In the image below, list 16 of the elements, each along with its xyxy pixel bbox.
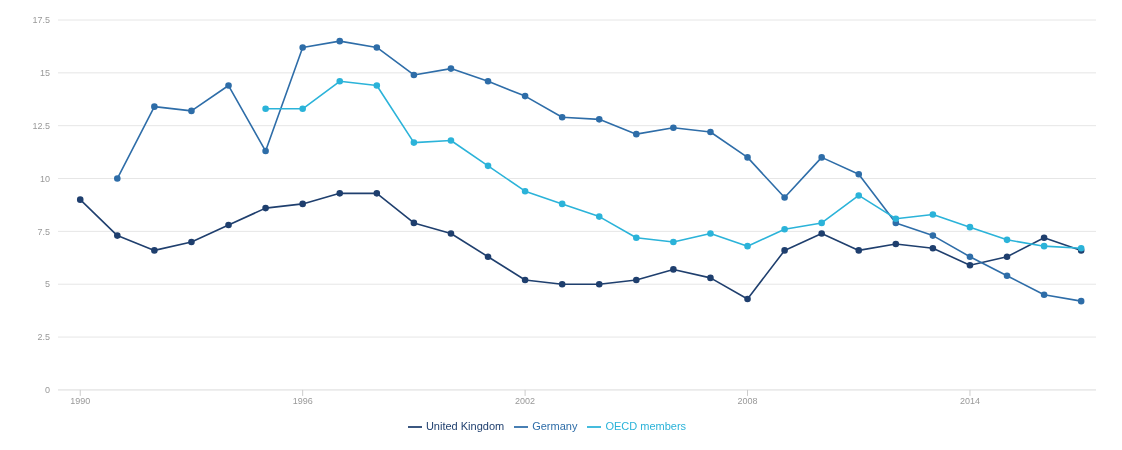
y-tick-label: 5 — [44, 279, 50, 290]
x-tick-label: 2008 — [737, 396, 758, 407]
y-tick-label: 15 — [39, 68, 50, 79]
y-tick-label: 2.5 — [37, 332, 50, 343]
x-tick-label: 1990 — [70, 396, 91, 407]
y-tick-label: 17.5 — [32, 15, 50, 26]
y-tick-label: 10 — [39, 173, 50, 184]
legend-label: Germany — [532, 419, 578, 432]
x-tick-label: 1996 — [292, 396, 313, 407]
y-tick-label: 12.5 — [32, 120, 50, 131]
y-tick-label: 7.5 — [37, 226, 50, 237]
legend-label: United Kingdom — [425, 419, 505, 432]
x-tick-label: 2002 — [515, 396, 536, 407]
x-tick-label: 2014 — [959, 396, 980, 407]
legend-label: OECD members — [605, 419, 687, 432]
y-tick-label: 0 — [44, 385, 50, 396]
